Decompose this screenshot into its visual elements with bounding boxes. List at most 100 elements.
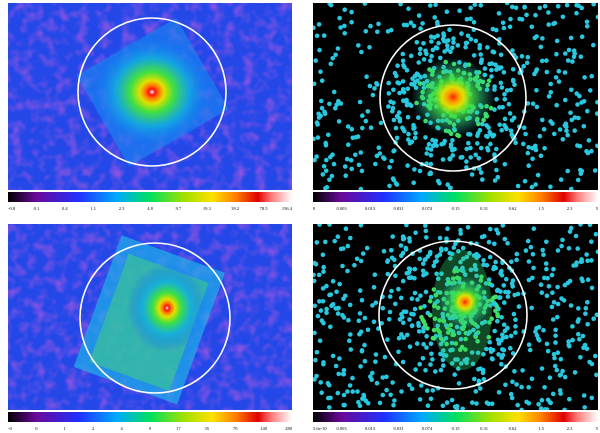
photon-dot [577, 143, 583, 149]
photon-dot [551, 352, 557, 357]
photon-dot [492, 328, 498, 334]
photon-dot [368, 125, 374, 130]
photon-dot [349, 126, 355, 132]
photon-dot [335, 234, 341, 239]
photon-dot [504, 276, 509, 282]
photon-dot [456, 366, 461, 371]
photon-dot [358, 258, 364, 264]
photon-dot [406, 131, 411, 137]
photon-dot [406, 270, 412, 275]
photon-dot [360, 125, 365, 131]
photon-dot [570, 59, 575, 64]
photon-dot [391, 402, 396, 408]
photon-dot [358, 364, 363, 369]
photon-dot [478, 52, 484, 57]
photon-dot [555, 248, 561, 253]
colorbar-label: 0.031 [393, 206, 403, 211]
photon-dot [578, 355, 583, 360]
photon-dot [544, 407, 550, 410]
photon-dot [340, 263, 345, 269]
photon-dot [587, 224, 593, 228]
photon-dot [484, 346, 489, 352]
photon-dot [449, 251, 455, 257]
photon-dot [521, 63, 526, 69]
photon-dot [334, 102, 340, 107]
photon-dot [456, 249, 461, 254]
photon-dot [373, 352, 379, 357]
photon-dot [391, 100, 396, 106]
photon-dot [493, 294, 499, 300]
colorbar-label: 2 [92, 426, 94, 431]
photon-dot [478, 60, 484, 65]
photon-dot [328, 395, 333, 401]
photon-dot [388, 392, 393, 398]
photon-dot [589, 239, 594, 244]
photon-dot [453, 357, 458, 362]
photon-dot [393, 301, 398, 307]
photon-dot [472, 266, 478, 272]
photon-dot [526, 163, 531, 168]
photon-dot [458, 347, 463, 353]
photon-dot [527, 347, 533, 353]
photon-dot [470, 400, 475, 405]
photon-dot [587, 359, 592, 365]
photon-dot [552, 363, 558, 369]
photon-dot [374, 380, 380, 386]
photon-dot [546, 94, 552, 99]
photon-dot [475, 131, 481, 136]
photon-dot [481, 352, 486, 357]
photon-dot [406, 6, 411, 11]
photon-dot [470, 361, 476, 367]
photon-dot [595, 143, 598, 149]
photon-dot [502, 162, 508, 167]
photon-dot [513, 324, 518, 329]
photon-dot [343, 173, 349, 178]
photon-dot [430, 388, 436, 393]
photon-dot [393, 273, 398, 279]
photon-dot [320, 299, 326, 304]
photon-dot [377, 400, 383, 406]
photon-dot [473, 38, 479, 44]
photon-dot [534, 326, 539, 331]
photon-dot [459, 267, 464, 273]
photon-dot [364, 74, 369, 79]
photon-dot [347, 302, 353, 308]
photon-dot [584, 252, 589, 257]
photon-dot [513, 5, 519, 11]
image-panel [313, 3, 598, 190]
photon-dot [416, 320, 421, 326]
photon-dot [423, 289, 429, 295]
colorbar-label: 0.031 [393, 426, 403, 431]
colorbar-label: 39.2 [231, 206, 239, 211]
photon-dot [480, 177, 485, 182]
colorbar-label: 0.013 [365, 426, 376, 431]
photon-dot [571, 263, 576, 268]
photon-dot [550, 121, 555, 126]
photon-dot [459, 31, 464, 36]
photon-dot [392, 398, 397, 403]
photon-dot [496, 11, 502, 16]
photon-dot [489, 61, 495, 66]
photon-dot [357, 331, 362, 337]
photon-dot [368, 23, 373, 29]
photon-dot [435, 178, 441, 184]
photon-dot [331, 161, 337, 167]
photon-dot [435, 323, 441, 329]
photon-dot [577, 336, 582, 342]
photon-dot [354, 256, 360, 262]
photon-dot [497, 122, 503, 128]
photon-dot [416, 60, 422, 65]
photon-dot [399, 332, 404, 337]
photon-dot [359, 49, 364, 55]
photon-dot [471, 327, 476, 333]
photon-dot [404, 22, 410, 28]
photon-dot [539, 290, 545, 296]
photon-dot [541, 252, 546, 257]
photon-dot [425, 310, 431, 316]
photon-dot [530, 275, 535, 281]
photon-dot [329, 173, 335, 179]
photon-dot [456, 330, 462, 336]
photon-dot [335, 390, 341, 396]
photon-dot [313, 261, 319, 267]
photon-dot [400, 51, 406, 57]
